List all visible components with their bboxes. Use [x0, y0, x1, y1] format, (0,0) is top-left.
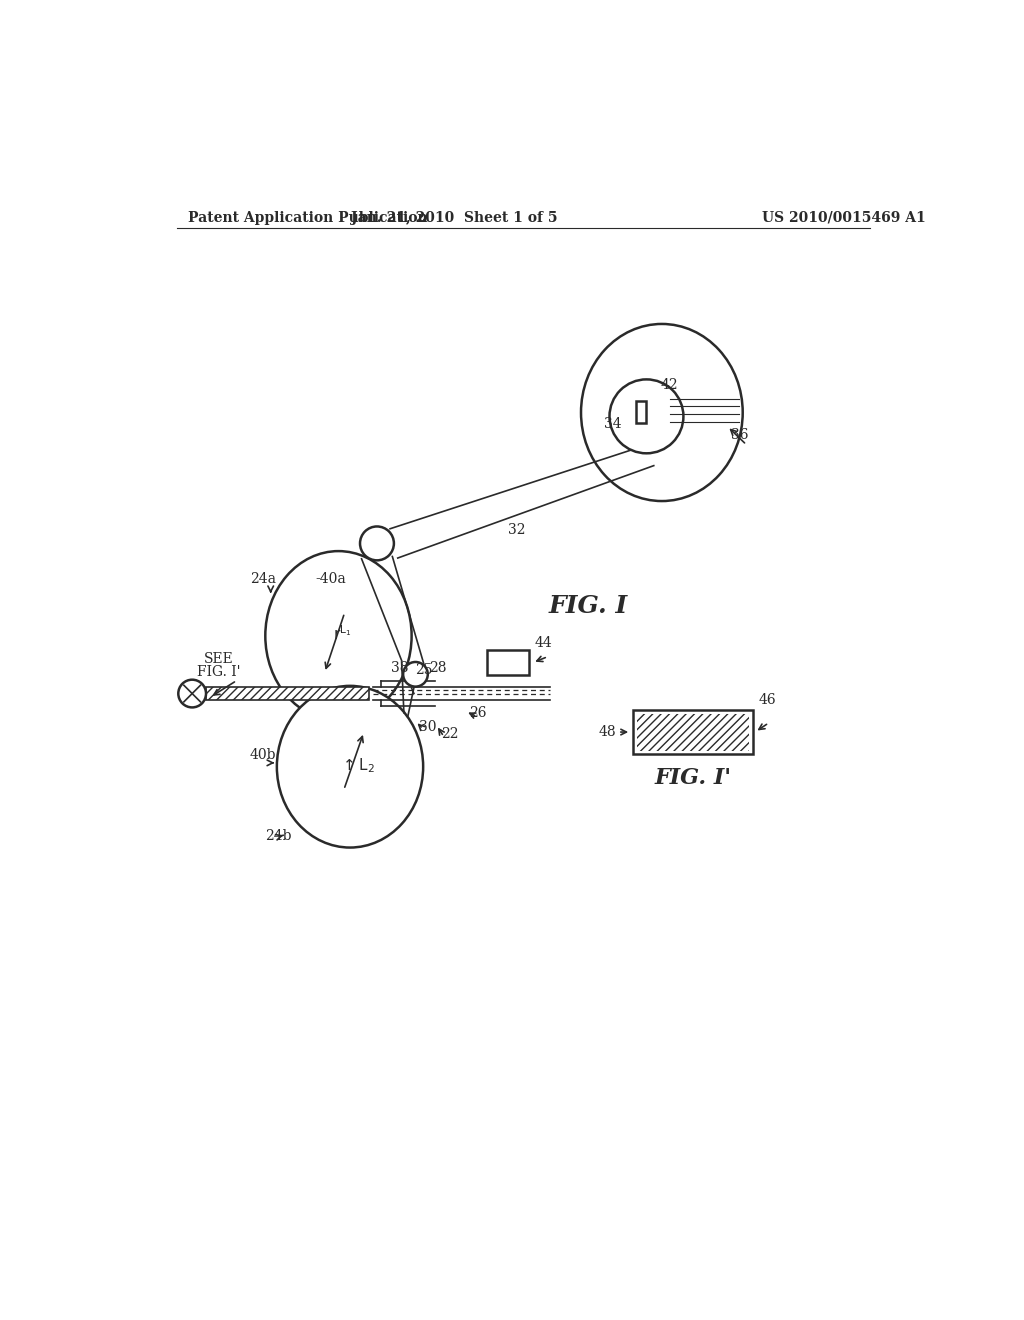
Text: 26: 26 — [469, 706, 486, 719]
Text: -40a: -40a — [315, 573, 346, 586]
Ellipse shape — [265, 552, 412, 721]
Ellipse shape — [360, 527, 394, 561]
Ellipse shape — [609, 379, 683, 453]
Ellipse shape — [581, 323, 742, 502]
Text: 22: 22 — [441, 727, 459, 742]
Text: 28: 28 — [429, 661, 446, 675]
Text: 25: 25 — [416, 663, 433, 677]
Text: $\mathsf{\uparrow L_2}$: $\mathsf{\uparrow L_2}$ — [340, 756, 375, 775]
Ellipse shape — [403, 663, 428, 686]
Text: 24a: 24a — [250, 573, 275, 586]
Text: 42: 42 — [660, 379, 678, 392]
Text: 32: 32 — [508, 523, 525, 537]
Ellipse shape — [178, 680, 206, 708]
Text: 36: 36 — [731, 429, 749, 442]
Bar — [636, 401, 646, 422]
Text: 44: 44 — [535, 636, 553, 649]
Text: 34: 34 — [604, 417, 622, 430]
Text: SEE: SEE — [204, 652, 234, 665]
Bar — [487, 651, 529, 675]
Text: 40b: 40b — [250, 748, 276, 762]
Text: 24b: 24b — [265, 829, 292, 843]
Text: 38: 38 — [391, 661, 409, 675]
Text: US 2010/0015469 A1: US 2010/0015469 A1 — [762, 211, 926, 224]
Bar — [206, 688, 370, 700]
Bar — [634, 710, 753, 755]
Text: 46: 46 — [758, 693, 776, 706]
Text: FIG. I': FIG. I' — [654, 767, 731, 788]
Text: Jan. 21, 2010  Sheet 1 of 5: Jan. 21, 2010 Sheet 1 of 5 — [350, 211, 557, 224]
Ellipse shape — [276, 686, 423, 847]
Text: FIG. I': FIG. I' — [198, 665, 241, 678]
Text: 48: 48 — [599, 725, 616, 739]
Text: $\mathsf{r}^{\mathsf{L_1}}$: $\mathsf{r}^{\mathsf{L_1}}$ — [333, 624, 351, 643]
Bar — [637, 714, 749, 751]
Text: Patent Application Publication: Patent Application Publication — [188, 211, 428, 224]
Text: 30: 30 — [419, 719, 437, 734]
Text: FIG. I: FIG. I — [549, 594, 629, 618]
